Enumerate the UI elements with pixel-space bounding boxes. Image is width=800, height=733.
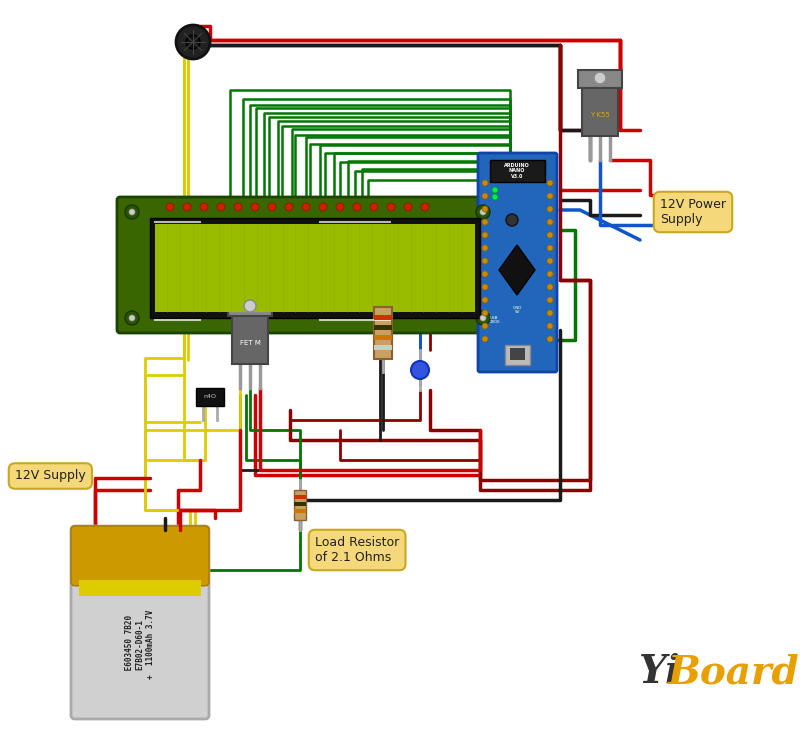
Bar [294, 509, 306, 513]
Bar [374, 315, 392, 320]
Bar [294, 490, 306, 520]
Bar [374, 335, 392, 340]
Circle shape [547, 245, 553, 251]
Bar [79, 580, 201, 596]
Text: ARDUINO
NANO
V3.0: ARDUINO NANO V3.0 [504, 163, 530, 180]
Circle shape [482, 193, 488, 199]
Circle shape [482, 310, 488, 316]
Circle shape [244, 300, 256, 312]
Circle shape [404, 203, 412, 211]
Circle shape [492, 187, 498, 193]
Bar [582, 88, 618, 136]
Circle shape [482, 258, 488, 264]
Circle shape [480, 315, 486, 321]
Text: USB
2000: USB 2000 [490, 316, 501, 324]
Circle shape [482, 206, 488, 212]
Text: E603450 7B20
E7B02-D60-1
+  1100mAh 3.7V: E603450 7B20 E7B02-D60-1 + 1100mAh 3.7V [125, 610, 155, 679]
Circle shape [482, 323, 488, 329]
Text: Load Resistor
of 2.1 Ohms: Load Resistor of 2.1 Ohms [315, 536, 399, 564]
Bar [155, 224, 475, 312]
Circle shape [506, 214, 518, 226]
Circle shape [482, 180, 488, 186]
Circle shape [421, 203, 429, 211]
Circle shape [234, 203, 242, 211]
Circle shape [166, 203, 174, 211]
Bar [578, 70, 622, 88]
Circle shape [482, 271, 488, 277]
Bar [232, 316, 268, 364]
Text: GND
5V: GND 5V [512, 306, 522, 314]
Text: Yi: Yi [638, 653, 680, 691]
Bar [294, 502, 306, 506]
Circle shape [547, 232, 553, 238]
Bar [374, 307, 392, 359]
Circle shape [547, 323, 553, 329]
Circle shape [482, 245, 488, 251]
Circle shape [547, 219, 553, 225]
Polygon shape [499, 245, 535, 295]
Circle shape [387, 203, 395, 211]
Circle shape [547, 258, 553, 264]
Circle shape [268, 203, 276, 211]
Circle shape [186, 35, 200, 49]
Circle shape [482, 336, 488, 342]
Bar [505, 345, 530, 365]
Text: Y K55: Y K55 [590, 112, 610, 118]
Circle shape [547, 180, 553, 186]
Circle shape [200, 203, 208, 211]
Circle shape [547, 271, 553, 277]
Circle shape [353, 203, 361, 211]
Bar [294, 495, 306, 499]
Circle shape [547, 297, 553, 303]
Bar [150, 218, 480, 318]
Circle shape [492, 194, 498, 200]
Bar [490, 160, 545, 182]
Bar [228, 298, 272, 316]
Text: FET M: FET M [239, 340, 261, 346]
Bar [510, 348, 525, 360]
Circle shape [129, 315, 135, 321]
FancyBboxPatch shape [71, 526, 209, 719]
Circle shape [482, 219, 488, 225]
Circle shape [547, 310, 553, 316]
Circle shape [482, 297, 488, 303]
Circle shape [594, 72, 606, 84]
Circle shape [251, 203, 259, 211]
Bar [374, 345, 392, 350]
Circle shape [176, 25, 210, 59]
Circle shape [183, 203, 191, 211]
Bar [374, 325, 392, 330]
Circle shape [411, 361, 429, 379]
FancyBboxPatch shape [117, 197, 498, 333]
Circle shape [125, 205, 139, 219]
Circle shape [302, 203, 310, 211]
Text: Board: Board [668, 653, 800, 691]
Text: 12V Power
Supply: 12V Power Supply [660, 198, 726, 226]
FancyBboxPatch shape [71, 526, 209, 586]
Circle shape [480, 209, 486, 215]
Circle shape [129, 209, 135, 215]
Circle shape [482, 232, 488, 238]
FancyBboxPatch shape [478, 153, 557, 372]
Circle shape [476, 311, 490, 325]
Text: 12V Supply: 12V Supply [15, 470, 86, 482]
Circle shape [319, 203, 327, 211]
Bar [196, 388, 224, 406]
Circle shape [370, 203, 378, 211]
Circle shape [285, 203, 293, 211]
Circle shape [547, 284, 553, 290]
Circle shape [336, 203, 344, 211]
Circle shape [125, 311, 139, 325]
Circle shape [482, 284, 488, 290]
Circle shape [547, 336, 553, 342]
Circle shape [547, 206, 553, 212]
Circle shape [547, 193, 553, 199]
Text: n4O: n4O [203, 394, 217, 399]
Circle shape [476, 205, 490, 219]
Circle shape [217, 203, 225, 211]
